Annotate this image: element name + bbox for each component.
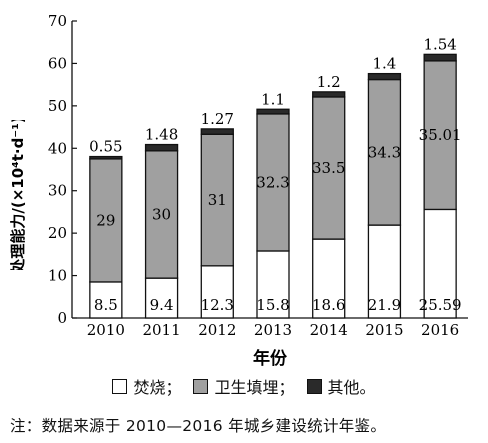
chart-axes: 0 10 20 30 40 50 60 70 2010 2011 2012 2013 2014 2015 2… [48,12,468,339]
bar-segment-landfill [89,158,123,283]
bar-segment-landfill [144,150,179,279]
y-tick-label: 30 [48,182,67,200]
y-tick-label: 40 [48,139,67,157]
data-label-other: 1.27 [201,110,234,128]
x-tick-label: 2015 [365,321,403,339]
y-tick-label: 50 [48,97,67,115]
y-tick-label: 70 [48,12,67,30]
data-label-other: 1.2 [317,73,341,91]
y-tick-label: 20 [48,224,67,242]
y-axis-title-wrapper: 处理能力/(×10⁴t·d⁻¹) [9,120,27,270]
bar-segment-landfill [256,113,290,252]
data-label-other: 1.54 [423,35,456,53]
bar-segment-other [89,155,123,160]
bar-segment-other [200,128,234,135]
legend-label-landfill: 卫生填埋； [214,378,295,397]
legend-label-other: 其他。 [327,378,376,397]
legend-label-incineration: 焚烧； [133,378,182,397]
data-label-other: 1.48 [145,126,178,144]
source-note: 注：数据来源于 2010—2016 年城乡建设统计年鉴。 [10,417,387,435]
bar-segment-landfill [200,133,234,267]
bar-segment-incineration [200,265,234,319]
legend-item-incineration: 焚烧； [112,374,181,398]
data-label-landfill: 32.3 [256,173,289,191]
legend-item-other: 其他。 [306,374,376,398]
x-tick-label: 2016 [421,321,459,339]
x-tick-label: 2010 [87,321,125,339]
data-label-incineration: 9.4 [150,296,174,314]
legend-item-landfill: 卫生填埋； [193,374,295,398]
x-axis-title: 年份 [253,348,288,369]
data-label-landfill: 31 [208,191,227,209]
data-label-landfill: 33.5 [312,159,345,177]
x-tick-label: 2012 [198,321,236,339]
y-axis-title: 处理能力/(×10⁴t·d⁻¹) [9,120,27,270]
data-label-other: 1.4 [372,55,396,73]
data-label-incineration: 25.59 [419,296,462,314]
legend-swatch-other [306,378,322,394]
chart-data-labels: 8.5 29 0.55 9.4 30 1.48 12.3 31 1.27 15.8 32.3 1.1 1… [89,35,461,314]
y-tick-label: 0 [57,309,67,327]
data-label-landfill: 35.01 [419,126,462,144]
bar-segment-other [312,91,346,98]
x-tick-label: 2014 [310,321,348,339]
data-label-incineration: 15.8 [256,296,289,314]
data-label-other: 1.1 [261,90,285,108]
data-label-landfill: 29 [96,211,115,229]
data-label-incineration: 12.3 [201,296,234,314]
data-label-landfill: 30 [152,205,171,223]
chart-legend: 焚烧； 卫生填埋； 其他。 [0,374,488,398]
legend-swatch-incineration [112,378,128,394]
data-label-incineration: 8.5 [94,296,118,314]
bar-segment-landfill [312,96,346,240]
data-label-landfill: 34.3 [368,143,401,161]
x-tick-label: 2011 [142,321,180,339]
bar-segment-incineration [256,250,290,319]
bar-segment-other [367,72,402,81]
bar-segment-incineration [423,208,457,319]
chart-bars [89,53,457,319]
data-label-other: 0.55 [89,138,122,156]
y-tick-label: 60 [48,54,67,72]
bar-segment-other [423,53,457,62]
data-label-incineration: 18.6 [312,296,345,314]
y-tick-label: 10 [48,267,67,285]
bar-segment-other [256,108,290,115]
bar-segment-incineration [144,277,179,319]
legend-swatch-landfill [193,378,209,394]
bar-segment-incineration [312,238,346,319]
bar-segment-other [144,143,179,152]
data-label-incineration: 21.9 [368,296,401,314]
x-tick-label: 2013 [254,321,292,339]
stacked-bar-chart: 0 10 20 30 40 50 60 70 2010 2011 2012 2013 2014 2015 2… [48,12,468,369]
